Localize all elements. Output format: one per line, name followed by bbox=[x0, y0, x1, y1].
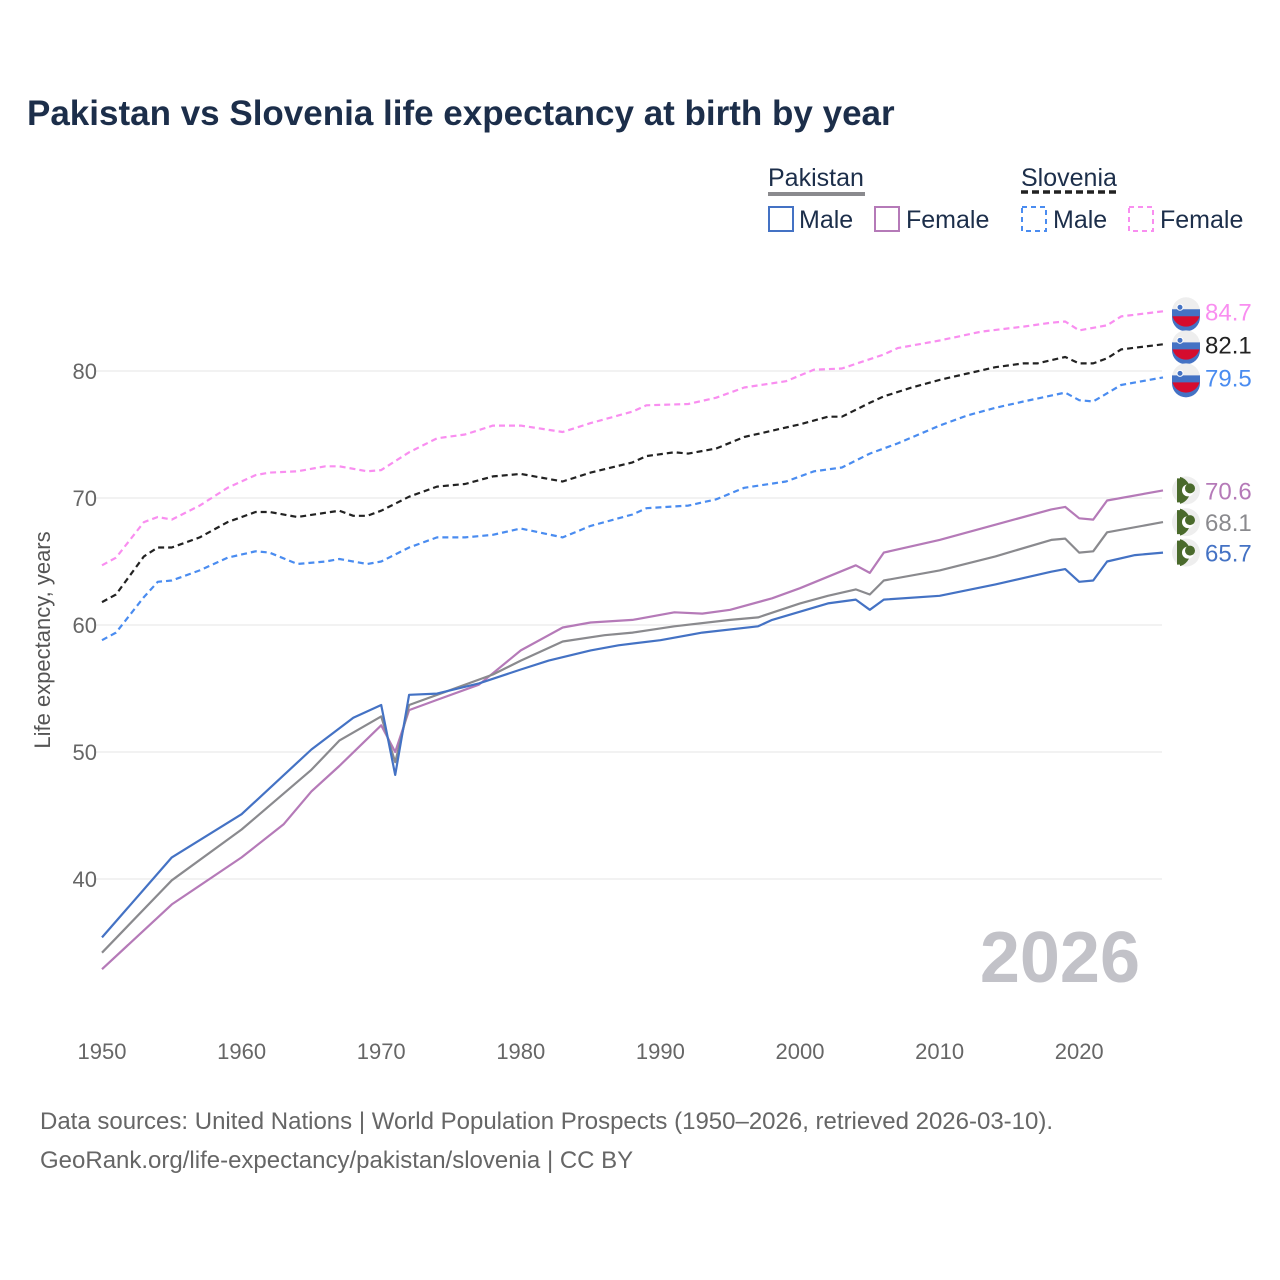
end-value-label: 82.1 bbox=[1205, 332, 1252, 359]
x-tick-label: 1980 bbox=[496, 1039, 545, 1064]
x-tick-label: 2010 bbox=[915, 1039, 964, 1064]
legend-label-slovenia-male: Male bbox=[1053, 206, 1107, 234]
source-line-2[interactable]: GeoRank.org/life-expectancy/pakistan/slo… bbox=[40, 1147, 634, 1174]
series-lines bbox=[101, 310, 1164, 971]
y-tick-label: 40 bbox=[73, 867, 97, 892]
legend-group-slovenia: Slovenia bbox=[1021, 164, 1117, 192]
legend-label-pakistan-female: Female bbox=[906, 206, 989, 234]
flag-green-fill bbox=[1177, 478, 1182, 503]
flag-red bbox=[1172, 316, 1200, 327]
gridlines bbox=[95, 370, 1162, 880]
end-value-label: 79.5 bbox=[1205, 365, 1252, 392]
series-line-pakistan bbox=[101, 521, 1164, 954]
series-line-slovenia-male bbox=[101, 376, 1164, 642]
flag-shield bbox=[1176, 303, 1184, 311]
flag-crescent-cut bbox=[1185, 483, 1195, 494]
x-tick-label: 1990 bbox=[636, 1039, 685, 1064]
end-value-label: 84.7 bbox=[1205, 299, 1252, 326]
source-line-1: Data sources: United Nations | World Pop… bbox=[40, 1108, 1054, 1135]
y-tick-label: 60 bbox=[73, 613, 97, 638]
end-labels: 84.7 82.1 79.5 70.6 68.1 65.7 bbox=[1172, 297, 1252, 568]
flag-red bbox=[1172, 382, 1200, 393]
flag-green-fill bbox=[1177, 510, 1182, 535]
x-axis-ticks: 1950 1960 1970 1980 1990 2000 2010 2020 bbox=[78, 1039, 1104, 1064]
year-watermark: 2026 bbox=[980, 918, 1140, 998]
y-tick-label: 70 bbox=[73, 486, 97, 511]
end-value-label: 65.7 bbox=[1205, 541, 1252, 568]
flag-crescent-cut bbox=[1185, 515, 1195, 526]
series-line-slovenia bbox=[101, 343, 1164, 604]
legend-label-pakistan-male: Male bbox=[799, 206, 853, 234]
end-marker bbox=[1172, 363, 1200, 398]
legend-label-slovenia-female: Female bbox=[1160, 206, 1243, 234]
legend-swatch-slovenia-male bbox=[1021, 206, 1047, 232]
y-tick-label: 80 bbox=[73, 359, 97, 384]
legend-swatch-pakistan-male bbox=[768, 206, 794, 232]
legend: Pakistan Slovenia Male Female Male Femal… bbox=[768, 164, 1243, 234]
y-axis-label: Life expectancy, years bbox=[30, 531, 55, 748]
series-line-pakistan-female bbox=[101, 489, 1164, 971]
end-value-label: 68.1 bbox=[1205, 510, 1252, 537]
legend-swatch-slovenia-female bbox=[1128, 206, 1154, 232]
end-marker bbox=[1172, 538, 1200, 567]
series-line-slovenia-female bbox=[101, 310, 1164, 567]
series-line-pakistan-male bbox=[101, 551, 1164, 939]
end-marker bbox=[1172, 508, 1200, 537]
chart-title: Pakistan vs Slovenia life expectancy at … bbox=[27, 94, 895, 133]
flag-shield bbox=[1176, 369, 1184, 377]
x-tick-label: 1950 bbox=[78, 1039, 127, 1064]
legend-swatch-pakistan-female bbox=[874, 206, 900, 232]
x-tick-label: 2020 bbox=[1055, 1039, 1104, 1064]
end-marker bbox=[1172, 330, 1200, 365]
y-axis-ticks: 40 50 60 70 80 bbox=[73, 359, 97, 892]
flag-green-fill bbox=[1177, 540, 1182, 565]
x-tick-label: 1960 bbox=[217, 1039, 266, 1064]
legend-group-pakistan: Pakistan bbox=[768, 164, 864, 192]
y-tick-label: 50 bbox=[73, 740, 97, 765]
x-tick-label: 1970 bbox=[357, 1039, 406, 1064]
end-marker bbox=[1172, 476, 1200, 505]
flag-red bbox=[1172, 349, 1200, 360]
x-tick-label: 2000 bbox=[776, 1039, 825, 1064]
flag-shield bbox=[1176, 336, 1184, 344]
flag-crescent-cut bbox=[1185, 545, 1195, 556]
end-value-label: 70.6 bbox=[1205, 478, 1252, 505]
end-marker bbox=[1172, 297, 1200, 332]
